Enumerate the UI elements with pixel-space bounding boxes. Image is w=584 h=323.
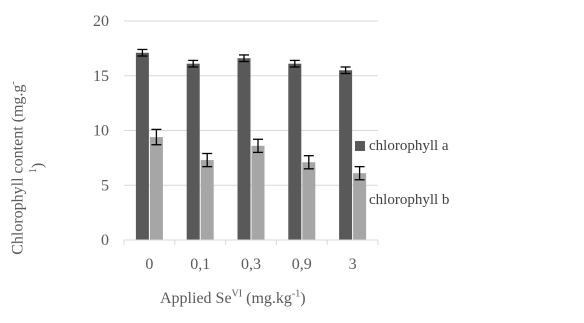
bar-chlorophyll-b — [200, 160, 214, 240]
x-tick-label: 0,1 — [190, 256, 210, 273]
legend-label-b: chlorophyll b — [369, 191, 450, 208]
bar-chlorophyll-b — [302, 162, 316, 240]
legend-label-a: chlorophyll a — [369, 137, 449, 154]
legend: chlorophyll a chlorophyll b — [355, 136, 449, 244]
legend-swatch-b — [355, 195, 365, 205]
y-tick-label: 0 — [101, 232, 109, 249]
bar-chlorophyll-a — [288, 63, 302, 240]
y-axis-title: Chlorophyll content (mg.g- 1) — [8, 81, 47, 255]
y-tick-label: 5 — [101, 177, 109, 194]
x-tick-label: 3 — [349, 256, 357, 273]
bar-chlorophyll-a — [237, 58, 251, 241]
legend-swatch-a — [355, 141, 365, 151]
legend-item-chlorophyll-b: chlorophyll b — [355, 190, 449, 210]
y-tick-label: 10 — [93, 123, 109, 140]
y-tick-label: 15 — [93, 68, 109, 85]
y-tick-labels: 0 5 10 15 20 — [93, 13, 109, 249]
bar-chlorophyll-b — [353, 173, 367, 240]
bar-chlorophyll-a — [135, 52, 149, 240]
legend-item-chlorophyll-a: chlorophyll a — [355, 136, 449, 156]
bar-chlorophyll-a — [339, 70, 353, 241]
bar-chlorophyll-a — [186, 63, 200, 240]
y-tick-label: 20 — [93, 13, 109, 30]
x-tick-label: 0,9 — [292, 256, 312, 273]
x-tick-label: 0 — [145, 256, 153, 273]
x-axis-title: Applied SeVI (mg.kg-1) — [160, 288, 306, 307]
bar-chlorophyll-b — [251, 145, 265, 240]
error-bars — [137, 48, 365, 181]
x-tick-labels: 0 0,1 0,3 0,9 3 — [123, 240, 379, 273]
bars — [135, 52, 367, 241]
bar-chlorophyll-b — [149, 137, 163, 240]
gridlines — [124, 20, 378, 186]
x-tick-label: 0,3 — [241, 256, 261, 273]
